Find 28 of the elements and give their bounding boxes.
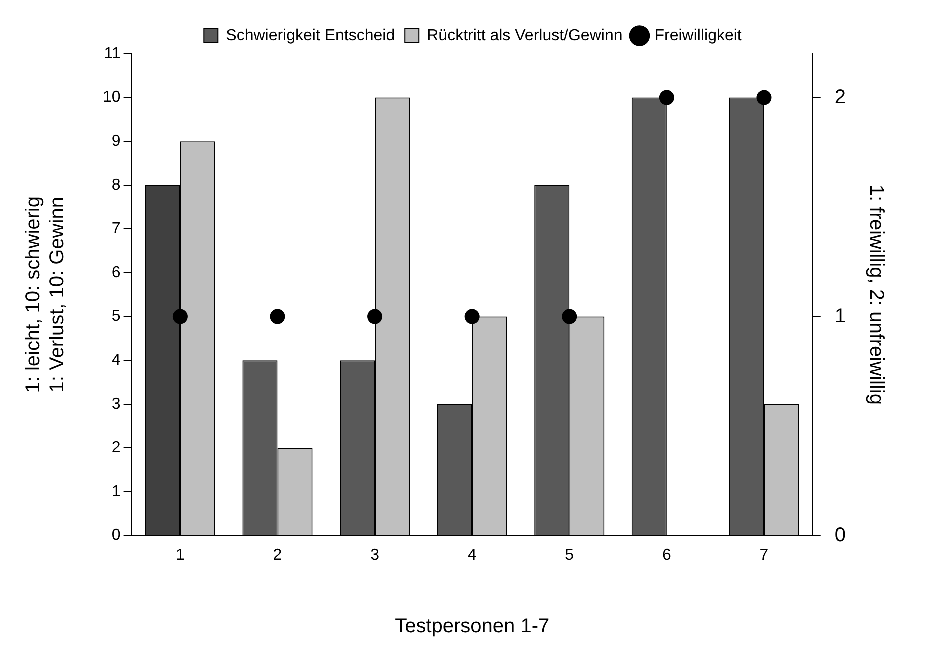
- y-tick-label: 4: [112, 352, 121, 370]
- y-axis-title: 1: leicht, 10: schwierig 1: Verlust, 10: Gewinn: [22, 196, 69, 394]
- y2-tick-label: 0: [834, 524, 846, 546]
- y-tick-label: 7: [112, 220, 121, 238]
- legend-label: Freiwilligkeit: [654, 27, 742, 44]
- y2-tick-label: 2: [834, 86, 846, 108]
- x-tick-label: 5: [565, 546, 574, 564]
- y-tick-label: 10: [103, 89, 121, 106]
- legend-label: Schwierigkeit Entscheid: [226, 27, 396, 44]
- x-tick-label: 2: [273, 546, 282, 564]
- y-tick-label: 5: [112, 308, 121, 326]
- x-axis-title: Testpersonen 1-7: [395, 616, 550, 638]
- x-tick-label: 6: [662, 546, 672, 564]
- y-tick-label: 0: [112, 527, 121, 544]
- y-tick-label: 8: [112, 176, 121, 194]
- y-tick-label: 3: [112, 396, 121, 413]
- y-tick-label: 1: [112, 483, 121, 500]
- y-tick-label: 9: [112, 133, 121, 150]
- y-tick-label: 6: [112, 264, 121, 282]
- y-tick-label: 11: [104, 45, 121, 62]
- y-tick-label: 2: [112, 440, 121, 457]
- y2-axis-title: 1: freiwillig, 2: unfreiwillig: [865, 184, 888, 405]
- x-tick-label: 7: [760, 546, 769, 564]
- legend-label: Rücktritt als Verlust/Gewinn: [427, 27, 623, 44]
- y2-tick-label: 1: [834, 305, 846, 328]
- x-tick-label: 4: [468, 546, 477, 564]
- x-tick-label: 1: [176, 546, 185, 564]
- x-tick-label: 3: [370, 546, 380, 564]
